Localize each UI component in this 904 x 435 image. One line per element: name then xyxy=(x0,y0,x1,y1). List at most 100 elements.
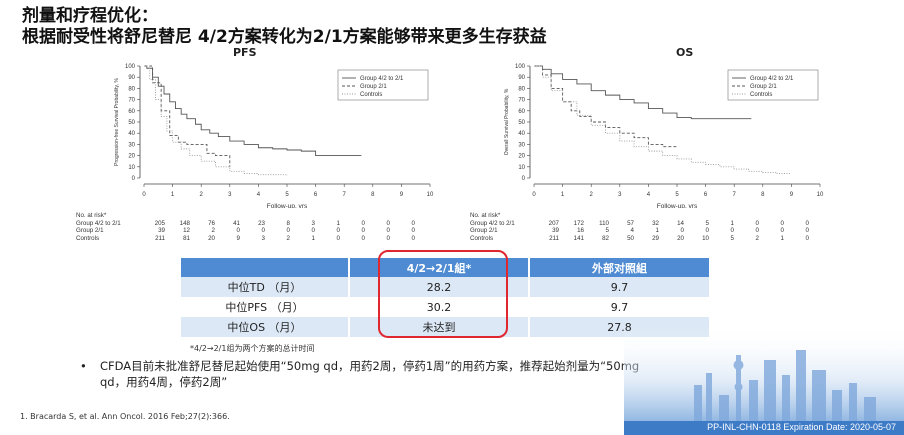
risk-count: 1 xyxy=(336,219,340,227)
risk-count: 0 xyxy=(705,227,709,235)
risk-table-header: No. at risk* xyxy=(470,212,501,219)
risk-count: 0 xyxy=(411,234,415,242)
table-row: 中位PFS （月） 30.2 9.7 xyxy=(181,297,709,317)
risk-count: 39 xyxy=(552,227,559,235)
risk-row-label: Group 2/1 xyxy=(76,227,104,235)
risk-count: 2 xyxy=(755,234,759,242)
y-tick-label: 40 xyxy=(518,131,525,137)
legend-box xyxy=(727,69,819,101)
risk-count: 2 xyxy=(286,234,290,242)
risk-count: 0 xyxy=(805,227,809,235)
risk-count: 1 xyxy=(780,234,784,242)
y-tick-label: 70 xyxy=(518,98,525,104)
risk-count: 29 xyxy=(652,234,659,242)
y-tick-label: 50 xyxy=(518,120,525,126)
risk-count: 172 xyxy=(573,219,584,227)
risk-table-row: Group 4/2 to 2/1 207 172 110 57 32 14 5 1 0 0 0 xyxy=(470,220,809,228)
highlight-box xyxy=(378,250,508,338)
legend-label: Group 4/2 to 2/1 xyxy=(750,76,794,82)
risk-count: 0 xyxy=(361,227,365,235)
risk-count: 23 xyxy=(258,219,265,227)
y-tick-label: 80 xyxy=(518,86,525,92)
x-tick-label: 8 xyxy=(761,192,765,198)
risk-count: 0 xyxy=(780,227,784,235)
reference: 1. Bracarda S, et al. Ann Oncol. 2016 Fe… xyxy=(20,412,230,421)
risk-count: 32 xyxy=(652,219,659,227)
city-skyline-graphic xyxy=(624,325,904,435)
risk-table-row: Group 2/1 39 12 2 0 0 0 0 0 0 0 0 xyxy=(76,227,415,235)
risk-count: 3 xyxy=(311,219,315,227)
risk-count: 12 xyxy=(183,227,190,235)
risk-count: 0 xyxy=(311,227,315,235)
risk-count: 1 xyxy=(730,219,734,227)
risk-table-header: No. at risk* xyxy=(76,212,107,219)
x-tick-label: 9 xyxy=(400,192,404,198)
risk-count: 9 xyxy=(236,234,240,242)
risk-count: 110 xyxy=(599,219,609,227)
group-value: 未达到 xyxy=(349,317,530,337)
legend-label: Group 4/2 to 2/1 xyxy=(360,76,404,82)
bullet-point: • CFDA目前未批准舒尼替尼起始使用“50mg qd，用药2周，停药1周”的用… xyxy=(80,358,640,390)
x-tick-label: 3 xyxy=(618,192,622,198)
risk-count: 0 xyxy=(361,234,365,242)
risk-count: 0 xyxy=(336,227,340,235)
y-tick-label: 60 xyxy=(518,109,525,115)
risk-count: 20 xyxy=(677,234,684,242)
x-tick-label: 4 xyxy=(257,192,261,198)
pfs-risk-table: No. at risk* Group 4/2 to 2/1 205 148 76 41 23… xyxy=(76,212,415,242)
x-tick-label: 0 xyxy=(532,192,536,198)
y-tick-label: 10 xyxy=(518,165,525,171)
risk-count: 0 xyxy=(386,227,390,235)
risk-count: 0 xyxy=(336,234,340,242)
risk-count: 207 xyxy=(548,219,559,227)
header-control: 外部对照組 xyxy=(529,258,709,277)
y-tick-label: 10 xyxy=(128,165,135,171)
risk-count: 205 xyxy=(154,219,165,227)
risk-count: 141 xyxy=(573,234,584,242)
header-group: 4/2→2/1組* xyxy=(349,258,530,277)
row-label: 中位TD （月） xyxy=(181,277,350,297)
risk-count: 76 xyxy=(208,219,215,227)
risk-count: 211 xyxy=(549,234,559,242)
x-axis-label: Follow-up, yrs xyxy=(657,203,698,208)
y-tick-label: 40 xyxy=(128,131,135,137)
risk-table-row: Group 2/1 39 16 5 4 1 0 0 0 0 0 0 xyxy=(470,227,809,235)
bullet-icon: • xyxy=(80,359,87,373)
risk-count: 4 xyxy=(630,227,634,235)
risk-count: 1 xyxy=(655,227,659,235)
risk-count: 0 xyxy=(361,219,365,227)
y-tick-label: 100 xyxy=(125,64,136,70)
title-line-2: 根据耐受性将舒尼替尼 4/2方案转化为2/1方案能够带来更多生存获益 xyxy=(22,27,547,47)
y-tick-label: 50 xyxy=(128,120,135,126)
risk-table-row: Group 4/2 to 2/1 205 148 76 41 23 8 3 1 0 0 0 xyxy=(76,220,415,228)
series-line-2 xyxy=(534,65,792,174)
risk-count: 0 xyxy=(286,227,290,235)
risk-count: 0 xyxy=(411,219,415,227)
x-tick-label: 2 xyxy=(590,192,594,198)
risk-count: 1 xyxy=(311,234,315,242)
x-tick-label: 8 xyxy=(371,192,375,198)
os-chart-label: OS xyxy=(676,46,694,59)
series-line-2 xyxy=(144,65,288,176)
risk-count: 8 xyxy=(286,219,290,227)
risk-row-label: Group 4/2 to 2/1 xyxy=(470,219,515,227)
risk-count: 5 xyxy=(730,234,734,242)
x-tick-label: 10 xyxy=(817,192,824,198)
risk-count: 20 xyxy=(208,234,215,242)
risk-count: 2 xyxy=(211,227,215,235)
risk-count: 5 xyxy=(705,219,709,227)
risk-count: 0 xyxy=(805,234,809,242)
risk-count: 0 xyxy=(805,219,809,227)
risk-count: 0 xyxy=(386,234,390,242)
x-tick-label: 1 xyxy=(171,192,175,198)
row-label: 中位PFS （月） xyxy=(181,297,350,317)
risk-count: 82 xyxy=(602,234,609,242)
risk-count: 3 xyxy=(261,234,265,242)
risk-count: 41 xyxy=(233,219,240,227)
risk-count: 0 xyxy=(755,227,759,235)
risk-count: 0 xyxy=(730,227,734,235)
risk-count: 0 xyxy=(386,219,390,227)
os-risk-table: No. at risk* Group 4/2 to 2/1 207 172 110 57 3… xyxy=(470,212,809,242)
risk-row-label: Controls xyxy=(470,234,494,242)
series-line-0 xyxy=(144,65,362,157)
